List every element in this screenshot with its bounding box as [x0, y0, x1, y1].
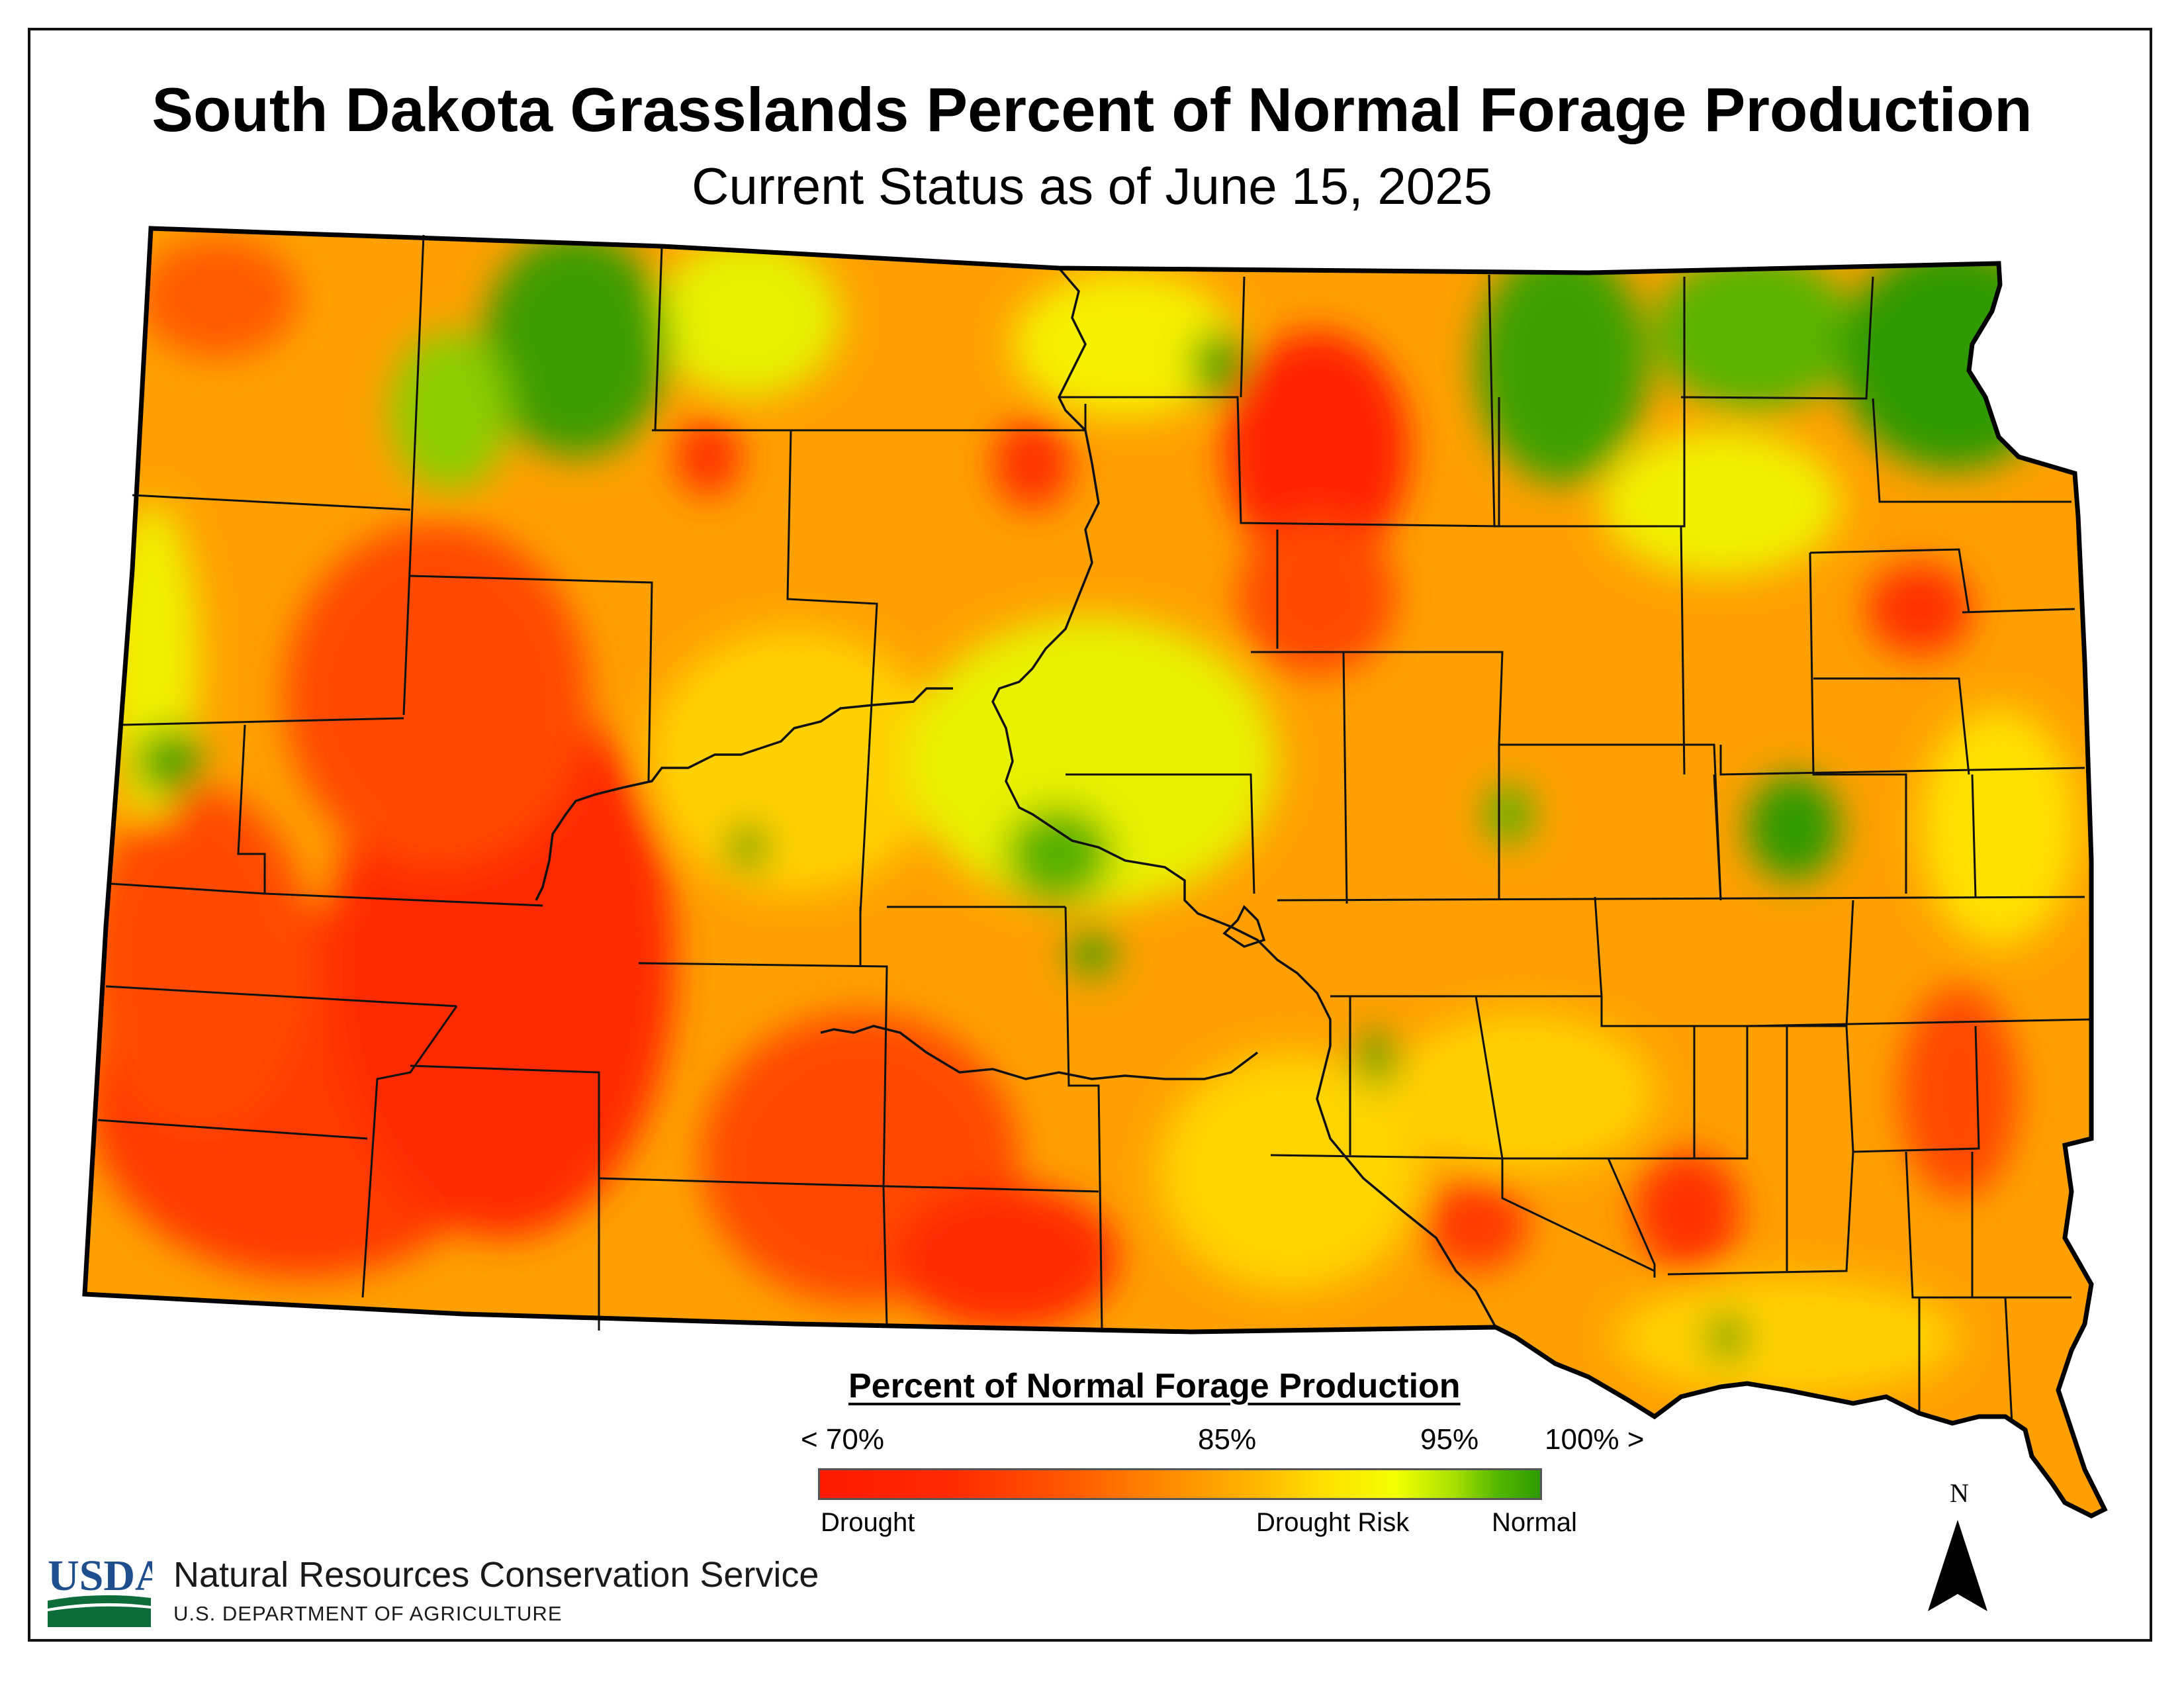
usda-logo-text: USDA: [48, 1552, 152, 1600]
legend-caption-drought-risk: Drought Risk: [1256, 1508, 1410, 1537]
department-name: U.S. DEPARTMENT OF AGRICULTURE: [173, 1602, 563, 1625]
legend-tick-70: < 70%: [801, 1423, 884, 1456]
legend-tick-85: 85%: [1198, 1423, 1257, 1456]
legend-title: Percent of Normal Forage Production: [848, 1367, 1461, 1405]
north-arrow-icon: [1928, 1520, 1987, 1611]
map-title: South Dakota Grasslands Percent of Norma…: [152, 75, 2032, 144]
legend-caption-drought: Drought: [821, 1508, 915, 1537]
river-boundaries: [535, 267, 1497, 1328]
agency-name: Natural Resources Conservation Service: [173, 1555, 819, 1595]
state-outline: [82, 226, 2108, 1519]
map-subtitle: Current Status as of June 15, 2025: [692, 157, 1492, 215]
forage-surface: [85, 228, 2105, 1516]
legend-caption-normal: Normal: [1492, 1508, 1577, 1537]
legend-tick-100: 100% >: [1545, 1423, 1645, 1456]
usda-logo-icon: USDA: [48, 1552, 152, 1627]
north-label: N: [1950, 1478, 1969, 1508]
legend-tick-95: 95%: [1420, 1423, 1479, 1456]
legend-color-ramp: [818, 1468, 1542, 1500]
